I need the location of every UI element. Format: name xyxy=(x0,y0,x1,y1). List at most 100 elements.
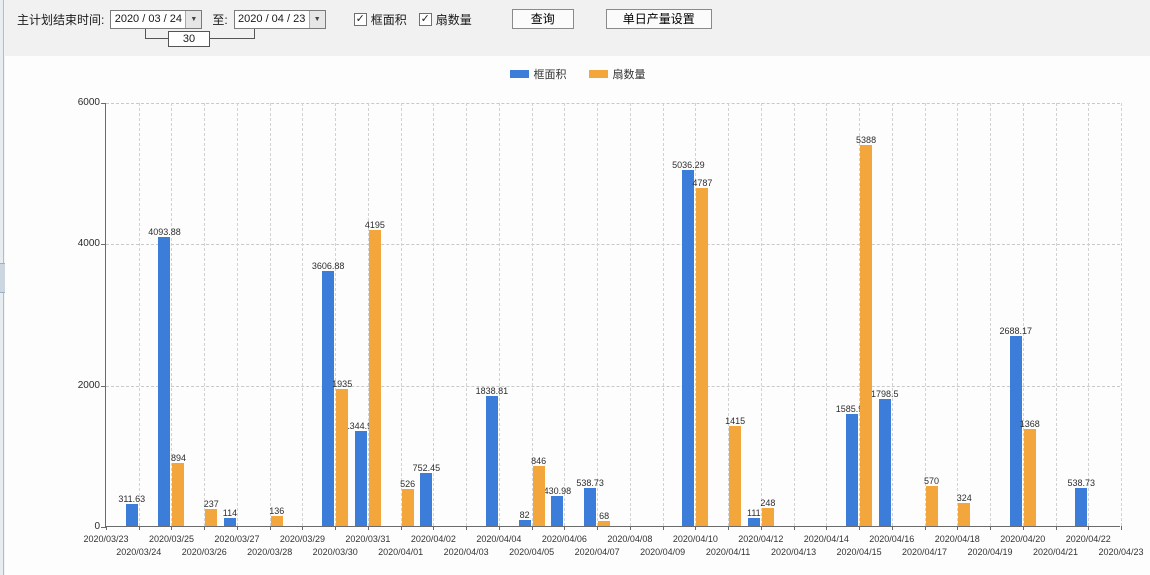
x-gridline xyxy=(924,103,926,526)
x-gridline xyxy=(204,103,206,526)
date-from-picker[interactable]: 2020 / 03 / 24 ▼ xyxy=(110,9,203,29)
bar-框面积[interactable] xyxy=(878,398,891,526)
x-gridline xyxy=(1121,103,1122,526)
bar-框面积[interactable] xyxy=(485,396,498,526)
x-axis-date-label: 2020/03/27 xyxy=(214,534,260,544)
bar-value-label: 311.63 xyxy=(118,493,146,504)
x-axis-tick-mark xyxy=(335,526,337,530)
x-axis-date-label: 2020/03/29 xyxy=(279,534,325,544)
bar-扇数量[interactable] xyxy=(336,389,349,526)
bar-框面积[interactable] xyxy=(223,517,236,526)
x-gridline xyxy=(1022,103,1024,526)
bar-扇数量[interactable] xyxy=(205,509,218,526)
bar-value-label: 1585.96 xyxy=(835,403,869,414)
x-gridline xyxy=(826,103,828,526)
x-axis-date-label: 2020/04/05 xyxy=(509,547,555,557)
x-axis-date-label: 2020/04/20 xyxy=(1000,534,1046,544)
bar-框面积[interactable] xyxy=(747,518,760,526)
bar-框面积[interactable] xyxy=(322,271,335,526)
bar-框面积[interactable] xyxy=(682,170,695,526)
bar-value-label: 1415 xyxy=(725,416,746,426)
x-gridline xyxy=(662,103,664,526)
x-axis-tick-mark xyxy=(302,526,304,530)
daily-output-settings-button[interactable]: 单日产量设置 xyxy=(605,9,712,29)
query-button[interactable]: 查询 xyxy=(511,9,574,29)
x-axis-date-label: 2020/04/23 xyxy=(1098,547,1144,557)
x-gridline xyxy=(629,103,631,526)
bar-value-label: 2688.17 xyxy=(999,326,1033,337)
x-axis-date-label: 2020/03/31 xyxy=(345,534,391,544)
bar-value-label: 3606.88 xyxy=(311,261,345,272)
bar-value-label: 752.45 xyxy=(412,462,441,473)
bar-框面积[interactable] xyxy=(125,503,138,526)
bar-框面积[interactable] xyxy=(551,495,564,526)
fan-checkbox-label: 扇数量 xyxy=(435,12,472,27)
y-gridline xyxy=(106,103,1120,104)
plot-area: 0 2000 4000 6000 2020/03/23 2020/03/24 2020/03… xyxy=(78,97,1144,557)
bar-框面积[interactable] xyxy=(518,520,531,526)
bar-扇数量[interactable] xyxy=(532,466,545,526)
x-axis-date-label: 2020/04/11 xyxy=(705,547,751,557)
x-axis-date-label: 2020/04/14 xyxy=(803,534,849,544)
bar-框面积[interactable] xyxy=(158,236,171,526)
x-axis-tick-mark xyxy=(171,526,173,530)
x-axis-tick-mark xyxy=(1055,526,1057,530)
x-gridline xyxy=(138,103,140,526)
chevron-down-icon[interactable]: ▼ xyxy=(185,10,202,28)
bar-扇数量[interactable] xyxy=(368,229,381,526)
bar-value-label: 894 xyxy=(170,452,186,463)
date-to-picker[interactable]: 2020 / 04 / 23 ▼ xyxy=(233,9,326,29)
x-gridline xyxy=(695,103,697,526)
bar-value-label: 5036.29 xyxy=(672,160,705,171)
chevron-down-icon[interactable]: ▼ xyxy=(308,10,325,28)
x-gridline xyxy=(891,103,893,526)
x-axis-tick-mark xyxy=(597,526,599,530)
bar-扇数量[interactable] xyxy=(598,521,611,526)
bar-扇数量[interactable] xyxy=(958,503,971,526)
panel-splitter-grip[interactable] xyxy=(0,263,5,293)
legend-area-label: 框面积 xyxy=(533,69,567,81)
y-axis-tick-mark xyxy=(101,244,106,246)
bar-框面积[interactable] xyxy=(846,413,859,526)
bar-扇数量[interactable] xyxy=(1023,429,1036,526)
x-axis-tick-mark xyxy=(662,526,664,530)
x-gridline xyxy=(269,103,271,526)
x-axis-tick-mark xyxy=(826,526,828,530)
bar-value-label: 430.98 xyxy=(543,485,572,496)
bar-框面积[interactable] xyxy=(1075,487,1088,526)
y-axis-tick-label: 4000 xyxy=(77,238,100,250)
x-gridline xyxy=(466,103,468,526)
bar-框面积[interactable] xyxy=(584,487,597,526)
y-gridline xyxy=(106,385,1120,387)
bar-扇数量[interactable] xyxy=(729,426,742,526)
bar-value-label: 1838.81 xyxy=(475,386,509,397)
y-axis-tick-mark xyxy=(101,385,106,387)
x-gridline xyxy=(597,103,599,526)
bar-扇数量[interactable] xyxy=(761,508,774,526)
bar-扇数量[interactable] xyxy=(860,145,873,526)
x-axis-tick-mark xyxy=(236,526,238,530)
fan-checkbox[interactable]: ✓ xyxy=(418,12,432,26)
date-to-value: 2020 / 04 / 23 xyxy=(238,12,306,25)
bar-扇数量[interactable] xyxy=(925,485,938,526)
x-axis-date-label: 2020/04/04 xyxy=(476,534,522,544)
bar-扇数量[interactable] xyxy=(270,516,283,526)
bar-扇数量[interactable] xyxy=(172,462,185,526)
bar-扇数量[interactable] xyxy=(401,488,414,526)
x-axis-date-label: 2020/04/02 xyxy=(410,534,456,544)
plan-end-time-label: 主计划结束时间: xyxy=(17,12,105,27)
bar-框面积[interactable] xyxy=(420,472,433,526)
bar-扇数量[interactable] xyxy=(696,187,709,526)
bar-框面积[interactable] xyxy=(354,430,367,526)
area-checkbox[interactable]: ✓ xyxy=(353,12,367,26)
x-gridline xyxy=(236,103,238,526)
y-axis-tick-mark xyxy=(101,527,106,528)
y-axis-tick-mark xyxy=(101,103,106,104)
bar-value-label: 1798.5 xyxy=(871,388,899,399)
x-gridline xyxy=(171,103,173,526)
days-between-box[interactable]: 30 xyxy=(168,31,210,47)
x-axis-tick-mark xyxy=(138,526,140,530)
bar-value-label: 526 xyxy=(400,478,416,489)
bar-框面积[interactable] xyxy=(1009,336,1022,526)
x-axis-tick-mark xyxy=(695,526,697,530)
